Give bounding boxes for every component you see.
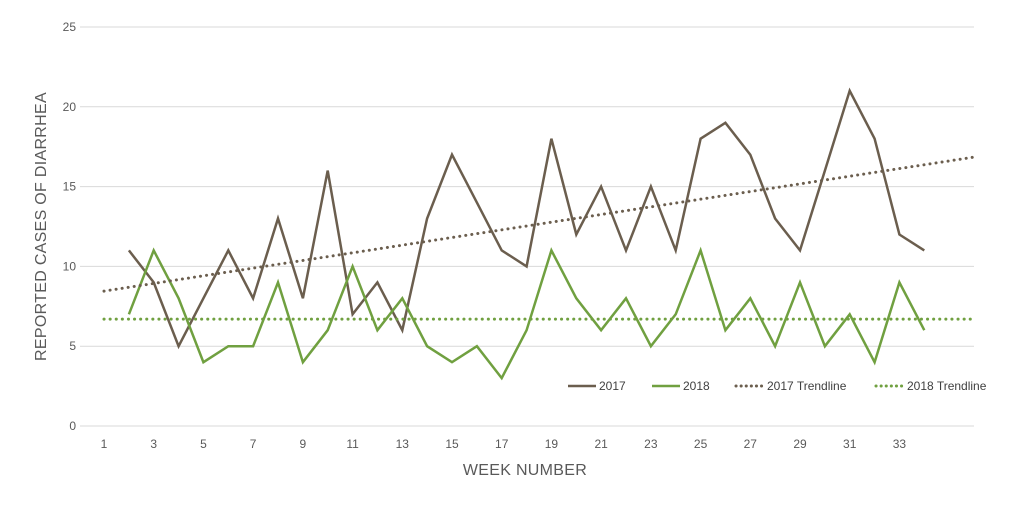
x-tick-label: 31 [843, 437, 857, 451]
x-tick-label: 3 [150, 437, 157, 451]
x-tick-label: 7 [250, 437, 257, 451]
x-tick-label: 21 [594, 437, 608, 451]
x-tick-label: 19 [545, 437, 559, 451]
x-tick-label: 13 [396, 437, 410, 451]
y-tick-label: 0 [69, 419, 76, 433]
y-tick-label: 20 [63, 100, 77, 114]
x-tick-label: 33 [893, 437, 907, 451]
legend-label: 2018 Trendline [907, 379, 987, 393]
x-tick-label: 23 [644, 437, 658, 451]
series-line-2017-trendline [102, 155, 976, 293]
legend-label: 2017 Trendline [767, 379, 847, 393]
x-tick-label: 27 [744, 437, 758, 451]
y-axis-ticks: 0 5 10 15 20 25 [63, 20, 77, 433]
y-tick-label: 10 [63, 259, 77, 273]
y-tick-label: 15 [63, 180, 77, 194]
series-lines [102, 87, 976, 381]
x-tick-label: 9 [300, 437, 307, 451]
x-tick-label: 29 [793, 437, 807, 451]
x-tick-label: 1 [101, 437, 108, 451]
legend-label: 2017 [599, 379, 626, 393]
y-tick-label: 25 [63, 20, 77, 34]
x-tick-label: 5 [200, 437, 207, 451]
y-axis-title: REPORTED CASES OF DIARRHEA [33, 92, 50, 361]
x-tick-label: 17 [495, 437, 509, 451]
y-tick-label: 5 [69, 339, 76, 353]
x-tick-label: 11 [346, 437, 359, 451]
x-axis-title: WEEK NUMBER [463, 462, 587, 479]
series-line-2017 [127, 87, 925, 350]
x-axis-ticks: 1 3 5 7 9 11 13 15 17 19 21 23 25 27 29 31 33 [101, 437, 907, 451]
series-line-2018 [127, 246, 926, 381]
x-tick-label: 25 [694, 437, 708, 451]
legend-label: 2018 [683, 379, 710, 393]
legend: 2017 2018 2017 Trendline 2018 Trendline [568, 379, 987, 393]
x-tick-label: 15 [445, 437, 459, 451]
